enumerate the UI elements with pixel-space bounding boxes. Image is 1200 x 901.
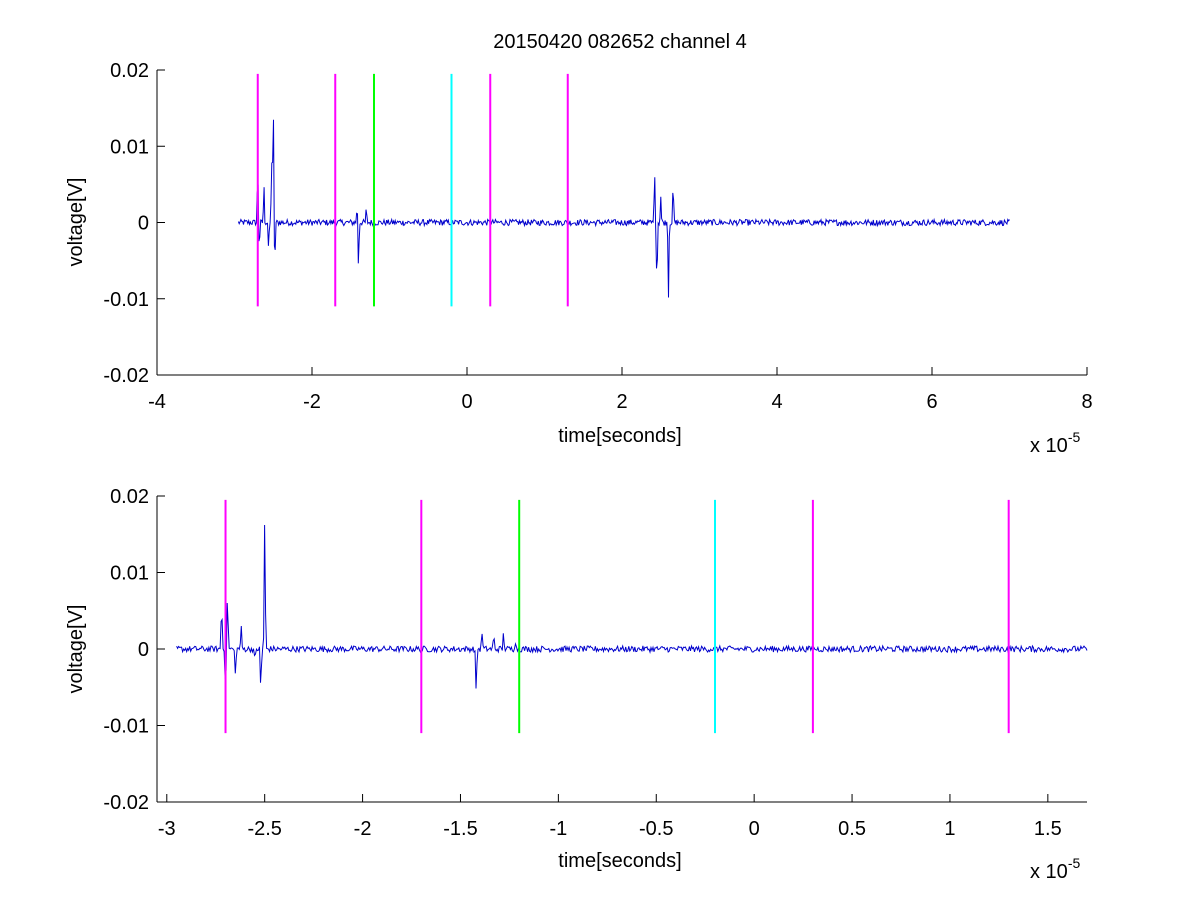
bottom-signal-line bbox=[176, 524, 1088, 689]
bottom-x-tick-label: -1 bbox=[549, 818, 567, 840]
top-x-exponent-power: -5 bbox=[1068, 429, 1081, 445]
bottom-y-tick-label: 0 bbox=[138, 639, 149, 661]
top-y-tick-label: 0 bbox=[138, 213, 149, 235]
bottom-y-tick-label: -0.01 bbox=[103, 716, 149, 738]
top-y-tick-label: 0.01 bbox=[110, 136, 149, 158]
top-x-tick-label: 6 bbox=[926, 391, 937, 413]
bottom-x-exponent-base: x 10 bbox=[1030, 861, 1068, 883]
top-x-tick-label: -2 bbox=[303, 391, 321, 413]
top-x-tick-label: -4 bbox=[148, 391, 166, 413]
top-x-exponent-base: x 10 bbox=[1030, 435, 1068, 457]
top-x-exponent: x 10-5 bbox=[1030, 429, 1080, 457]
bottom-x-tick-label: 0.5 bbox=[838, 818, 866, 840]
bottom-plot: -3 -2.5 -2 -1.5 -1 -0.5 0 0.5 1 1.5 0.02 0.01 0 -0.01… bbox=[65, 486, 1088, 883]
top-x-axis-label: time[seconds] bbox=[558, 425, 681, 447]
bottom-x-tick-label: -3 bbox=[158, 818, 176, 840]
top-x-tick-label: 8 bbox=[1081, 391, 1092, 413]
top-x-tick-label: 2 bbox=[616, 391, 627, 413]
top-signal-line bbox=[237, 119, 1010, 298]
bottom-x-tick-label: -2 bbox=[354, 818, 372, 840]
top-x-tick-label: 4 bbox=[771, 391, 782, 413]
top-y-tick-label: -0.02 bbox=[103, 365, 149, 387]
top-y-tick-label: 0.02 bbox=[110, 60, 149, 82]
bottom-x-tick-label: 1 bbox=[944, 818, 955, 840]
bottom-y-axis-label: voltage[V] bbox=[65, 605, 87, 694]
bottom-y-tick-label: -0.02 bbox=[103, 792, 149, 814]
top-plot: -4 -2 0 2 4 6 8 0.02 0.01 0 -0.01 -0.02 time[second… bbox=[65, 60, 1093, 457]
bottom-x-tick-label: 0 bbox=[749, 818, 760, 840]
top-x-tick-label: 0 bbox=[461, 391, 472, 413]
bottom-y-tick-label: 0.02 bbox=[110, 486, 149, 508]
bottom-x-tick-label: 1.5 bbox=[1034, 818, 1062, 840]
bottom-x-tick-label: -0.5 bbox=[639, 818, 673, 840]
top-y-tick-label: -0.01 bbox=[103, 289, 149, 311]
bottom-x-exponent-power: -5 bbox=[1068, 855, 1081, 871]
bottom-y-tick-label: 0.01 bbox=[110, 563, 149, 585]
bottom-x-tick-label: -2.5 bbox=[247, 818, 281, 840]
bottom-x-exponent: x 10-5 bbox=[1030, 855, 1080, 883]
bottom-x-axis-label: time[seconds] bbox=[558, 850, 681, 872]
figure-title: 20150420 082652 channel 4 bbox=[493, 31, 747, 53]
top-y-axis-label: voltage[V] bbox=[65, 178, 87, 267]
bottom-x-tick-label: -1.5 bbox=[443, 818, 477, 840]
